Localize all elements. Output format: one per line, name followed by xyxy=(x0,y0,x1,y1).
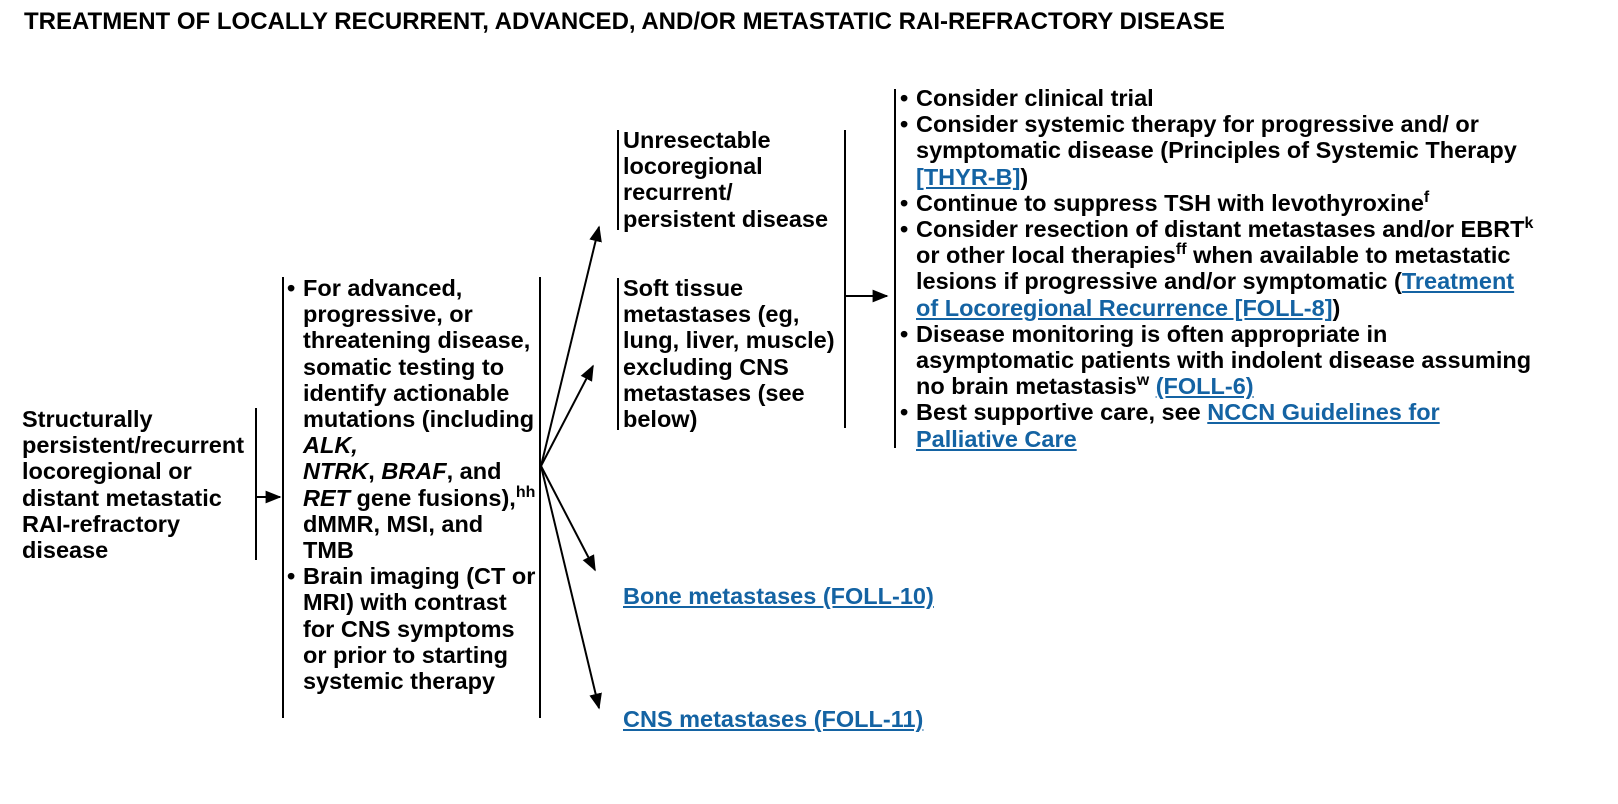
foll-6-link[interactable]: (FOLL-6) xyxy=(1155,373,1254,400)
soft-tissue-bracket xyxy=(617,278,619,430)
workup-right-bracket xyxy=(539,277,541,718)
page-title: TREATMENT OF LOCALLY RECURRENT, ADVANCED… xyxy=(24,8,1225,35)
arrow-to-unresectable xyxy=(540,225,602,467)
treatment-box: Consider clinical trial Consider systemi… xyxy=(898,85,1538,452)
soft-tissue-branch: Soft tissue metastases (eg, lung, liver,… xyxy=(623,275,835,433)
workup-brain-imaging: Brain imaging (CT or MRI) with contrast … xyxy=(285,563,539,694)
foll-8-link[interactable]: Treatment of Locoregional Recurrence [FO… xyxy=(916,268,1515,321)
arrow-to-cns xyxy=(540,465,602,710)
branches-right-bracket xyxy=(844,130,846,428)
treatment-monitoring: Disease monitoring is often appropriate … xyxy=(898,321,1538,400)
start-node-text: Structurally persistent/recurrent locore… xyxy=(22,406,245,564)
workup-left-bracket xyxy=(282,277,284,718)
treatment-clinical-trial: Consider clinical trial xyxy=(898,85,1538,111)
cns-metastases-link[interactable]: CNS metastases (FOLL-11) xyxy=(623,706,924,732)
treatment-resection: Consider resection of distant metastases… xyxy=(898,216,1538,321)
start-node-bracket xyxy=(255,408,257,560)
treatment-supportive-care: Best supportive care, see NCCN Guideline… xyxy=(898,399,1538,451)
treatment-left-bracket xyxy=(894,89,896,448)
unresectable-bracket xyxy=(617,130,619,230)
treatment-systemic-therapy: Consider systemic therapy for progressiv… xyxy=(898,111,1538,190)
treatment-suppress-tsh: Continue to suppress TSH with levothyrox… xyxy=(898,190,1538,217)
workup-somatic-testing: For advanced, progressive, or threatenin… xyxy=(285,275,539,563)
thyr-b-link[interactable]: [THYR-B] xyxy=(916,163,1021,190)
unresectable-branch: Unresectable locoregional recurrent/ per… xyxy=(623,127,829,232)
bone-metastases-link[interactable]: Bone metastases (FOLL-10) xyxy=(623,583,934,609)
arrow-to-soft-tissue xyxy=(540,364,594,467)
workup-box: For advanced, progressive, or threatenin… xyxy=(285,275,539,694)
palliative-care-link[interactable]: NCCN Guidelines for Palliative Care xyxy=(916,399,1440,452)
arrow-to-bone xyxy=(540,465,596,572)
